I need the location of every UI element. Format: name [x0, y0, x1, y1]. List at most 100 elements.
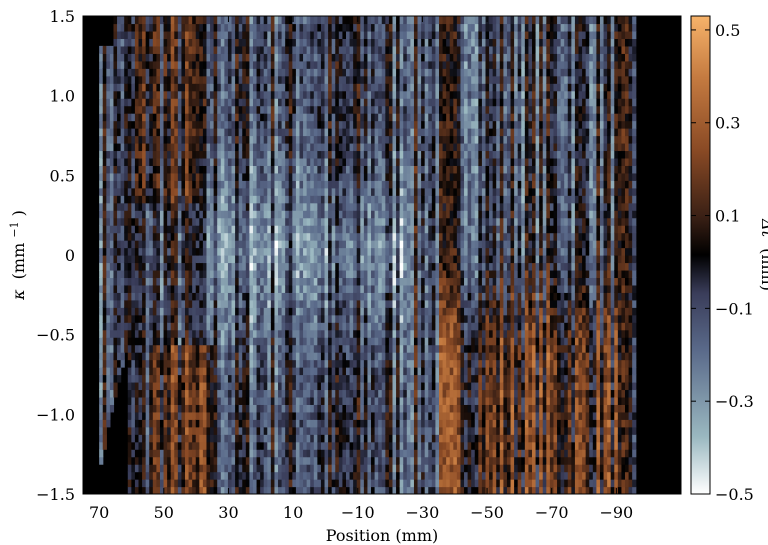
heatmap-cell	[242, 195, 247, 204]
heatmap-cell	[170, 277, 175, 286]
heatmap-cell	[328, 367, 333, 376]
heatmap-cell	[378, 255, 383, 264]
heatmap-cell	[188, 337, 193, 346]
heatmap-cell	[217, 30, 222, 40]
heatmap-cell	[245, 180, 251, 189]
heatmap-cell	[235, 337, 240, 346]
heatmap-cell	[303, 352, 308, 361]
heatmap-cell	[328, 449, 333, 458]
heatmap-cell	[342, 150, 347, 159]
heatmap-cell	[295, 120, 301, 129]
heatmap-cell	[306, 187, 311, 196]
heatmap-cell	[349, 232, 354, 241]
heatmap-cell	[310, 16, 315, 25]
heatmap-cell	[227, 180, 233, 189]
heatmap-cell	[213, 240, 218, 249]
heatmap-cell	[252, 292, 258, 301]
heatmap-cell	[274, 434, 279, 443]
heatmap-cell	[120, 38, 125, 47]
heatmap-cell	[109, 75, 115, 84]
heatmap-cell	[349, 464, 354, 473]
heatmap-cell	[206, 53, 211, 62]
heatmap-cell	[338, 30, 344, 40]
heatmap-cell	[202, 456, 208, 465]
heatmap-cell	[313, 98, 318, 107]
heatmap-cell	[113, 202, 118, 211]
heatmap-cell	[356, 150, 361, 159]
heatmap-cell	[159, 441, 165, 450]
heatmap-cell	[267, 45, 272, 54]
heatmap-cell	[120, 225, 125, 234]
heatmap-cell	[220, 195, 225, 204]
heatmap-cell	[156, 30, 161, 40]
heatmap-cell	[281, 150, 286, 159]
heatmap-cell	[303, 299, 308, 308]
heatmap-cell	[303, 128, 308, 137]
heatmap-cell	[342, 374, 347, 383]
heatmap-cell	[249, 75, 254, 84]
heatmap-cell	[320, 329, 326, 338]
heatmap-cell	[152, 307, 157, 316]
heatmap-cell	[242, 337, 247, 346]
heatmap-cell	[245, 464, 251, 473]
heatmap-cell	[174, 344, 179, 353]
heatmap-cell	[281, 359, 286, 368]
heatmap-cell	[363, 247, 369, 256]
heatmap-cell	[363, 374, 369, 383]
heatmap-cell	[127, 180, 132, 189]
heatmap-cell	[263, 419, 268, 428]
heatmap-cell	[285, 277, 290, 286]
heatmap-cell	[134, 449, 140, 458]
heatmap-cell	[285, 381, 290, 391]
heatmap-cell	[295, 307, 301, 316]
heatmap-cell	[278, 255, 283, 264]
heatmap-cell	[381, 479, 386, 488]
heatmap-cell	[274, 83, 279, 92]
heatmap-cell	[113, 16, 118, 25]
heatmap-cell	[142, 217, 147, 226]
heatmap-cell	[313, 23, 318, 32]
heatmap-cell	[345, 142, 351, 152]
heatmap-cell	[163, 471, 168, 480]
heatmap-cell	[109, 344, 115, 353]
heatmap-cell	[188, 299, 193, 308]
heatmap-cell	[109, 113, 115, 122]
heatmap-cell	[313, 53, 318, 62]
heatmap-cell	[263, 322, 268, 331]
heatmap-cell	[159, 479, 165, 488]
heatmap-cell	[217, 23, 222, 32]
heatmap-cell	[367, 120, 372, 129]
heatmap-cell	[342, 38, 347, 47]
heatmap-cell	[217, 165, 222, 174]
heatmap-cell	[363, 411, 369, 420]
heatmap-cell	[220, 426, 225, 435]
heatmap-cell	[195, 307, 200, 316]
heatmap-cell	[174, 232, 179, 241]
heatmap-cell	[242, 344, 247, 353]
heatmap-cell	[292, 292, 297, 301]
heatmap-cell	[238, 419, 243, 428]
heatmap-cell	[306, 38, 311, 47]
heatmap-cell	[102, 232, 107, 241]
heatmap-cell	[124, 314, 129, 323]
heatmap-cell	[356, 225, 361, 234]
heatmap-cell	[338, 202, 344, 211]
heatmap-cell	[378, 359, 383, 368]
heatmap-cell	[274, 344, 279, 353]
heatmap-cell	[299, 329, 304, 338]
heatmap-cell	[181, 135, 186, 144]
heatmap-cell	[303, 434, 308, 443]
heatmap-cell	[299, 202, 304, 211]
heatmap-cell	[256, 172, 261, 181]
heatmap-cell	[227, 142, 233, 152]
heatmap-cell	[199, 195, 204, 204]
heatmap-cell	[245, 157, 251, 166]
heatmap-cell	[360, 479, 365, 488]
heatmap-cell	[270, 396, 276, 405]
heatmap-cell	[134, 344, 140, 353]
heatmap-cell	[303, 30, 308, 40]
heatmap-cell	[306, 277, 311, 286]
heatmap-cell	[317, 60, 322, 69]
heatmap-cell	[299, 90, 304, 99]
heatmap-cell	[256, 337, 261, 346]
